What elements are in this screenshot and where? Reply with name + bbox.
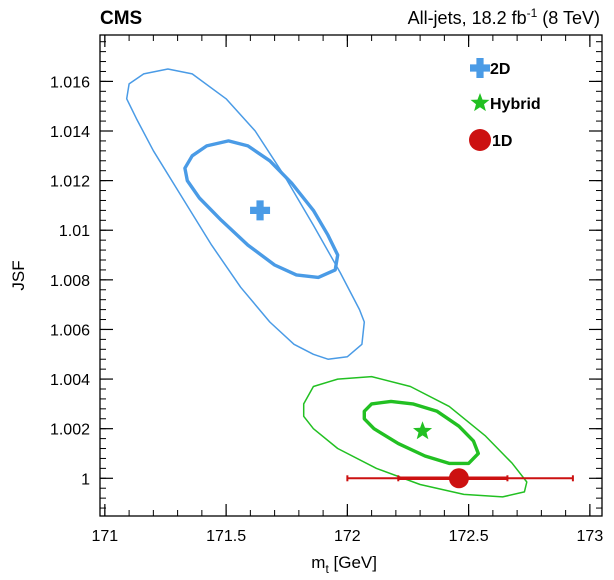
legend: 2D Hybrid 1D xyxy=(469,58,541,151)
contour-inner-series-1 xyxy=(362,399,480,466)
y-tick-label: 1.006 xyxy=(50,322,90,339)
y-tick-label: 1.002 xyxy=(50,422,90,439)
legend-label-1: Hybrid xyxy=(490,96,541,113)
y-tick-label: 1.014 xyxy=(50,124,90,141)
x-tick-label: 172.5 xyxy=(449,528,489,545)
x-tick-label: 173 xyxy=(577,528,604,545)
x-tick-label: 171.5 xyxy=(206,528,246,545)
y-tick-label: 1 xyxy=(81,471,90,488)
legend-marker-1 xyxy=(470,93,490,112)
x-tick-label: 172 xyxy=(334,528,361,545)
experiment-label: CMS xyxy=(100,8,142,29)
marker-circle-series-2 xyxy=(448,468,469,489)
legend-marker-0 xyxy=(470,58,490,78)
y-tick-label: 1.012 xyxy=(50,174,90,191)
legend-label-2: 1D xyxy=(492,133,512,150)
contour-layer xyxy=(125,68,528,498)
legend-label-0: 2D xyxy=(490,61,510,78)
channel-label: All-jets, 18.2 fb-1 (8 TeV) xyxy=(408,6,600,28)
plot-frame xyxy=(99,34,603,517)
chart-header: CMS All-jets, 18.2 fb-1 (8 TeV) xyxy=(100,6,600,29)
x-axis-title: mt [GeV] xyxy=(311,553,377,576)
marker-star-series-1 xyxy=(413,421,433,440)
x-tick-label: 171 xyxy=(91,528,118,545)
axis-tick-labels: 171 171.5 172 172.5 173 1 1.002 1.004 1.006 1.008… xyxy=(50,74,603,545)
y-tick-label: 1.008 xyxy=(50,273,90,290)
legend-marker-2 xyxy=(469,129,491,151)
contour-inner-series-0 xyxy=(183,139,340,280)
marker-layer xyxy=(250,200,469,489)
marker-cross-series-0 xyxy=(250,200,271,221)
contour-outer-series-1 xyxy=(302,375,528,498)
y-tick-label: 1.016 xyxy=(50,74,90,91)
y-tick-label: 1.004 xyxy=(50,372,90,389)
axis-ticks xyxy=(100,35,602,516)
y-tick-label: 1.01 xyxy=(59,223,90,240)
contour-outer-series-0 xyxy=(125,68,366,360)
y-axis-title: JSF xyxy=(9,260,28,290)
